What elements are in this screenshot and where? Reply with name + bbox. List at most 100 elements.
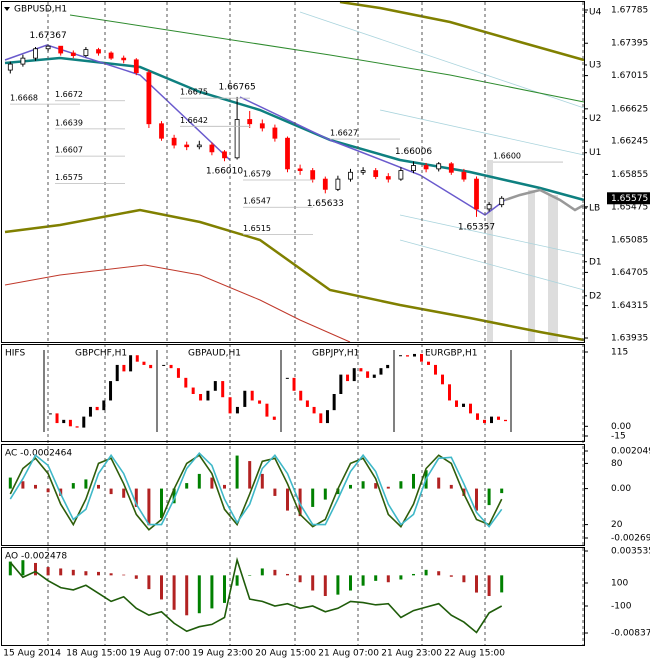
histogram-bar <box>286 488 289 511</box>
y-tick-label: 1.65085 <box>611 236 648 246</box>
mini-bar <box>420 353 423 362</box>
candle-body <box>209 144 215 153</box>
mini-bar <box>441 374 444 385</box>
mini-chart-title: GBPCHF,H1 <box>75 349 127 359</box>
mini-bar <box>448 384 451 401</box>
mini-bar <box>149 364 153 369</box>
histogram-bar <box>286 573 289 576</box>
y-tick-label: 20 <box>611 520 623 530</box>
histogram-bar <box>500 575 504 593</box>
histogram-bar <box>462 575 466 583</box>
histogram-bar <box>109 488 113 495</box>
mini-bar <box>476 413 479 420</box>
mini-bar <box>346 374 350 382</box>
indicator-line <box>9 556 503 634</box>
mini-bar <box>272 416 276 420</box>
histogram-bar <box>84 479 88 489</box>
histogram-bar <box>412 573 415 576</box>
histogram-bar <box>34 562 37 576</box>
candle-body <box>133 59 139 74</box>
candle-body <box>285 137 290 170</box>
histogram-bar <box>59 568 63 576</box>
level-label: U3 <box>589 60 601 70</box>
histogram-bar <box>298 575 302 583</box>
candle-body <box>272 127 278 139</box>
histogram-bar <box>336 488 340 495</box>
mini-chart-title: GBPAUD,H1 <box>188 349 241 359</box>
price-annotation: 1.66010 <box>206 167 243 177</box>
mini-bar <box>75 426 79 428</box>
mini-bar <box>55 413 59 424</box>
histogram-bar <box>223 575 226 603</box>
histogram-bar <box>46 488 50 493</box>
histogram-bar <box>399 481 403 489</box>
y-tick-label: 0.002049 <box>611 447 650 457</box>
minor-level-label: 1.6575 <box>55 173 83 182</box>
candle-body <box>121 57 127 61</box>
histogram-bar <box>311 575 315 591</box>
mini-bar <box>62 419 66 424</box>
y-tick-label: 1.65475 <box>611 202 648 212</box>
histogram-bar <box>487 488 491 506</box>
y-tick-label: 1.67395 <box>611 39 648 49</box>
minor-level-label: 1.6675 <box>180 88 208 97</box>
y-tick-label: 100 <box>611 579 628 589</box>
histogram-bar <box>122 488 126 498</box>
session-band <box>528 190 535 342</box>
y-tick-label: -0.002694 <box>611 534 650 544</box>
x-tick-label: 18 Aug 15:00 <box>66 649 127 659</box>
indicator-line <box>9 454 503 531</box>
mini-bar <box>142 361 146 365</box>
candle-body <box>45 45 51 50</box>
mini-bar <box>265 403 269 417</box>
candle-body <box>322 178 328 190</box>
histogram-bar <box>349 484 352 489</box>
candle-body <box>411 165 416 171</box>
histogram-bar <box>8 477 12 489</box>
histogram-bar <box>235 575 239 586</box>
mini-bar <box>434 364 437 375</box>
mini-bar <box>427 361 430 365</box>
mini-bar <box>243 390 247 407</box>
candle-body <box>222 151 227 159</box>
mini-bar <box>95 406 99 411</box>
mini-bar <box>312 406 316 414</box>
histogram-bar <box>311 488 315 507</box>
candle-body <box>436 163 442 170</box>
level-label: D2 <box>589 291 602 301</box>
mini-bar <box>386 364 390 369</box>
mini-bar <box>213 381 217 391</box>
candle-body <box>461 171 467 180</box>
histogram-bar <box>500 488 504 494</box>
histogram-bar <box>34 484 37 489</box>
trend-line <box>69 14 585 103</box>
minor-level-label: 1.6668 <box>10 94 38 103</box>
price-annotation: 1.65357 <box>458 222 495 232</box>
y-tick-label: 1.63935 <box>611 334 648 344</box>
candle-body <box>20 57 26 65</box>
histogram-bar <box>172 488 176 504</box>
histogram-bar <box>374 575 378 581</box>
histogram-bar <box>235 455 239 489</box>
last-price-box <box>607 192 650 205</box>
candle-body <box>234 119 240 159</box>
candle-body <box>486 204 492 210</box>
mini-bar <box>82 416 86 428</box>
price-annotation: 1.65633 <box>307 199 344 209</box>
histogram-bar <box>361 481 365 489</box>
y-tick-label: 1.64315 <box>611 301 648 311</box>
candle-body <box>499 197 505 206</box>
candle-body <box>7 63 13 71</box>
histogram-bar <box>134 488 138 507</box>
mini-bar <box>48 413 52 415</box>
histogram-bar <box>399 575 403 580</box>
mini-bar <box>68 419 72 427</box>
candle-body <box>171 137 177 146</box>
histogram-bar <box>449 575 453 577</box>
histogram-bar <box>449 484 453 489</box>
mini-bar <box>462 403 465 407</box>
histogram-bar <box>46 567 50 576</box>
histogram-bar <box>197 575 201 614</box>
panel-frame <box>1 444 585 546</box>
